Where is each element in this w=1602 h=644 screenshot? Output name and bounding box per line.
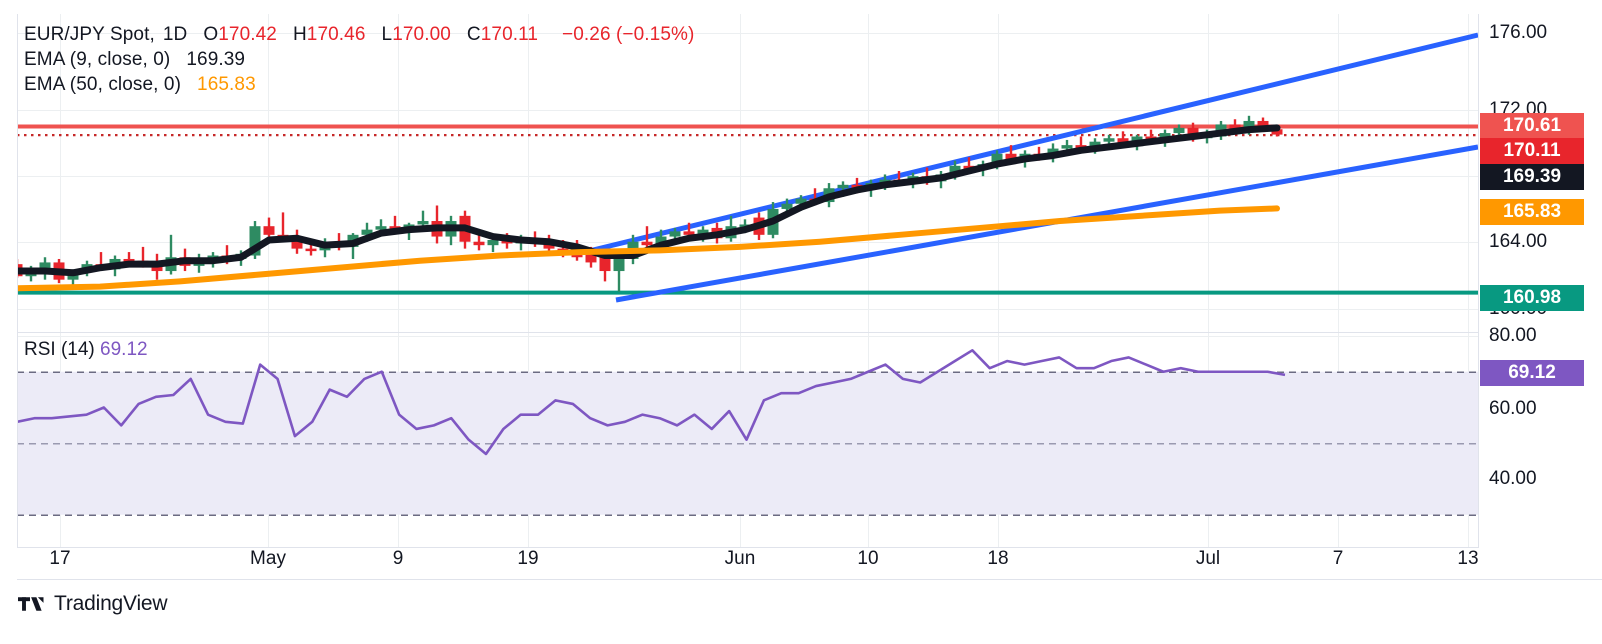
ema9-price-badge[interactable]: 169.39 [1480,164,1584,190]
rsi-axis-tick: 80.00 [1489,325,1537,346]
time-axis-tick: 17 [49,548,71,569]
time-axis-tick: 10 [857,548,879,569]
ema-series [17,124,1281,292]
price-pane-bg [17,14,1478,332]
last-price-badge[interactable]: 170.11 [1480,138,1584,164]
tradingview-wordmark: TradingView [54,592,168,615]
price-axis-tick: 164.00 [1489,231,1548,252]
ema50-price-badge[interactable]: 165.83 [1480,199,1584,225]
rsi-value-badge[interactable]: 69.12 [1480,360,1584,386]
tradingview-branding[interactable]: TradingView [18,592,168,616]
tradingview-logo-icon [18,597,44,611]
price-axis[interactable]: 176.00172.00168.00164.00160.0080.0060.00… [1479,0,1602,580]
price-axis-tick: 176.00 [1489,22,1548,43]
resistance-price-badge[interactable]: 170.61 [1480,113,1584,139]
time-axis-tick: Jun [724,548,756,569]
time-axis-tick: 18 [987,548,1009,569]
time-axis[interactable]: 17 May 9 19 Jun 10 18 Jul 7 13 [0,548,1602,580]
time-axis-tick: 19 [517,548,539,569]
rsi-series [17,349,1286,456]
time-axis-tick: 13 [1457,548,1479,569]
support-price-badge[interactable]: 160.98 [1480,285,1584,311]
rsi-band [17,371,1478,517]
time-axis-tick: May [250,548,286,569]
rsi-axis-tick: 40.00 [1489,468,1537,489]
time-axis-tick: 7 [1332,548,1344,569]
time-axis-tick: 9 [392,548,404,569]
rsi-axis-tick: 60.00 [1489,398,1537,419]
time-axis-tick: Jul [1195,548,1221,569]
